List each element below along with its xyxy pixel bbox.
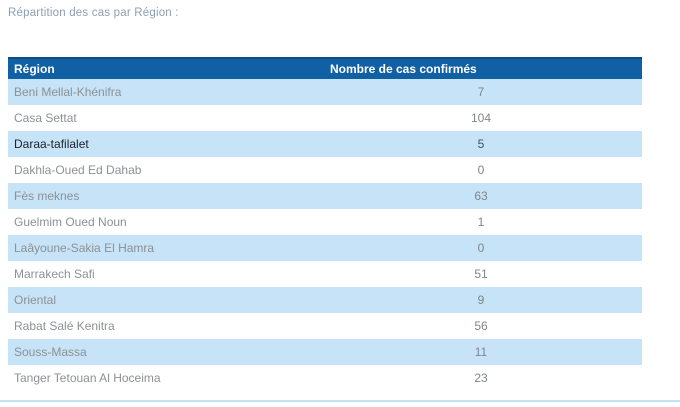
region-cell: Tanger Tetouan Al Hoceima <box>14 371 161 385</box>
table-row[interactable]: Oriental 9 <box>8 287 642 313</box>
table-row[interactable]: Souss-Massa 11 <box>8 339 642 365</box>
region-cell: Dakhla-Oued Ed Dahab <box>14 163 142 177</box>
region-cell: Guelmim Oued Noun <box>14 215 127 229</box>
confirmed-cases-cell: 9 <box>477 293 485 307</box>
confirmed-cases-cell: 11 <box>474 345 488 359</box>
table-row[interactable]: Tanger Tetouan Al Hoceima 23 <box>8 365 642 391</box>
region-cell: Laâyoune-Sakia El Hamra <box>14 241 155 255</box>
column-header-region[interactable]: Région <box>14 62 55 76</box>
table-row[interactable]: Marrakech Safi 51 <box>8 261 642 287</box>
region-cases-table: Région Nombre de cas confirmés Beni Mell… <box>8 57 642 391</box>
confirmed-cases-cell: 63 <box>474 189 488 203</box>
table-row[interactable]: Rabat Salé Kenitra 56 <box>8 313 642 339</box>
confirmed-cases-cell: 0 <box>477 241 485 255</box>
table-row[interactable]: Beni Mellal-Khénifra 7 <box>8 79 642 105</box>
bottom-divider-line <box>0 400 680 402</box>
region-cell: Casa Settat <box>14 111 77 125</box>
region-cell: Daraa-tafilalet <box>14 137 89 151</box>
confirmed-cases-cell: 23 <box>474 371 488 385</box>
region-cell: Fès meknes <box>14 189 80 203</box>
confirmed-cases-cell: 7 <box>477 85 485 99</box>
column-header-confirmed-cases[interactable]: Nombre de cas confirmés <box>330 62 477 76</box>
table-row[interactable]: Daraa-tafilalet 5 <box>8 131 642 157</box>
region-cell: Oriental <box>14 293 57 307</box>
table-body: Beni Mellal-Khénifra 7 Casa Settat 104 Daraa… <box>8 79 642 391</box>
confirmed-cases-cell: 104 <box>470 111 492 125</box>
table-row[interactable]: Fès meknes 63 <box>8 183 642 209</box>
table-header-row: Région Nombre de cas confirmés <box>8 57 642 79</box>
confirmed-cases-cell: 51 <box>474 267 488 281</box>
region-cell: Marrakech Safi <box>14 267 95 281</box>
confirmed-cases-cell: 5 <box>477 137 485 151</box>
confirmed-cases-cell: 56 <box>474 319 488 333</box>
table-row[interactable]: Laâyoune-Sakia El Hamra 0 <box>8 235 642 261</box>
confirmed-cases-cell: 1 <box>477 215 485 229</box>
table-row[interactable]: Casa Settat 104 <box>8 105 642 131</box>
region-cell: Beni Mellal-Khénifra <box>14 85 122 99</box>
table-row[interactable]: Dakhla-Oued Ed Dahab 0 <box>8 157 642 183</box>
confirmed-cases-cell: 0 <box>477 163 485 177</box>
table-row[interactable]: Guelmim Oued Noun 1 <box>8 209 642 235</box>
page-title: Répartition des cas par Région : <box>8 7 179 19</box>
region-cell: Souss-Massa <box>14 345 87 359</box>
region-cell: Rabat Salé Kenitra <box>14 319 115 333</box>
